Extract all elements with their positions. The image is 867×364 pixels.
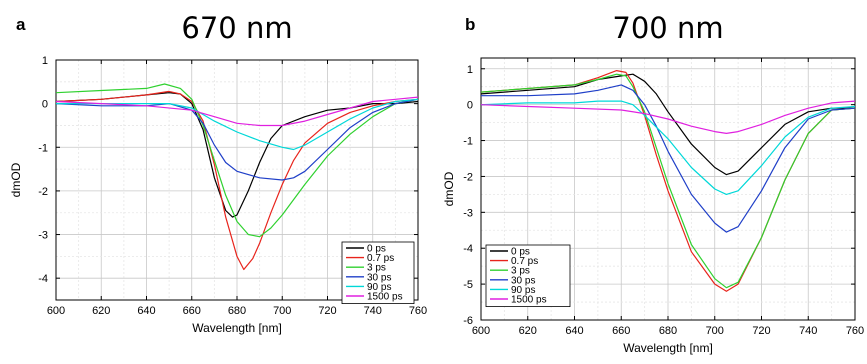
- series-line-30-ps: [481, 84, 855, 233]
- x-tick-label: 660: [183, 305, 201, 317]
- y-tick-label: -2: [38, 186, 48, 198]
- series-line-1500-ps: [481, 100, 855, 134]
- x-tick-label: 600: [47, 305, 65, 317]
- series-line-90-ps: [481, 100, 855, 195]
- y-tick-label: -4: [463, 243, 473, 255]
- x-tick-label: 600: [472, 325, 490, 337]
- series-group: [481, 70, 855, 292]
- y-tick-label: 0: [42, 99, 48, 111]
- legend-box: [485, 244, 571, 307]
- legend-entry: 0 ps: [367, 244, 386, 255]
- legend-entry: 0 ps: [511, 247, 530, 258]
- x-tick-label: 760: [409, 305, 427, 317]
- series-line-90-ps: [56, 98, 418, 151]
- y-tick-label: 1: [42, 55, 48, 67]
- x-tick-label: 720: [318, 305, 336, 317]
- legend-box: [341, 241, 415, 304]
- legend-entry: 90 ps: [367, 282, 391, 293]
- x-tick-label: 760: [846, 325, 864, 337]
- x-axis-label: Wavelength [nm]: [623, 341, 713, 355]
- y-tick-label: -5: [463, 279, 473, 291]
- series-line-1500-ps: [56, 96, 418, 127]
- x-tick-label: 700: [706, 325, 724, 337]
- x-tick-label: 740: [364, 305, 382, 317]
- x-tick-label: 620: [519, 325, 537, 337]
- y-tick-label: 1: [467, 64, 473, 76]
- x-tick-label: 660: [612, 325, 630, 337]
- series-group: [56, 83, 418, 271]
- y-tick-label: -4: [38, 273, 48, 285]
- series-line-0-7-ps: [56, 90, 418, 271]
- legend-entry: 3 ps: [367, 263, 386, 274]
- x-tick-label: 620: [92, 305, 110, 317]
- x-tick-label: 720: [752, 325, 770, 337]
- y-tick-label: -1: [38, 142, 48, 154]
- legend-entry: 30 ps: [511, 275, 535, 286]
- y-tick-label: -2: [463, 171, 473, 183]
- legend-entry: 1500 ps: [511, 295, 547, 306]
- legend-entry: 3 ps: [511, 266, 530, 277]
- legend-entry: 0.7 ps: [367, 253, 394, 264]
- x-tick-label: 700: [273, 305, 291, 317]
- legend-entry: 0.7 ps: [511, 256, 538, 267]
- chart-title: 700 nm: [612, 11, 723, 45]
- y-tick-label: -3: [463, 207, 473, 219]
- x-tick-label: 680: [659, 325, 677, 337]
- chart-title: 670 nm: [181, 11, 292, 45]
- panel-label: b: [465, 15, 475, 34]
- x-axis-label: Wavelength [nm]: [192, 321, 282, 335]
- chart-panel-a: a 670 nm 600 620 640 660 680 700 720 740 760 -4 -3 -2…: [9, 11, 427, 335]
- legend-entry: 30 ps: [367, 272, 391, 283]
- x-tick-label: 640: [137, 305, 155, 317]
- y-axis-label: dmOD: [9, 162, 23, 197]
- y-tick-label: -6: [463, 315, 473, 327]
- series-line-3-ps: [56, 83, 418, 238]
- legend-entry: 1500 ps: [367, 292, 403, 303]
- series-line-3-ps: [481, 73, 855, 289]
- y-tick-label: -3: [38, 230, 48, 242]
- panel-label: a: [16, 15, 26, 34]
- legend-entry: 90 ps: [511, 285, 535, 296]
- y-tick-label: 0: [467, 100, 473, 112]
- chart-panel-b: b 700 nm 600 620 640 660 680 700 720 740 760 -6 -5 -4…: [442, 11, 864, 355]
- y-tick-label: -1: [463, 136, 473, 148]
- x-tick-label: 740: [799, 325, 817, 337]
- series-line-0-ps: [56, 92, 418, 218]
- x-tick-label: 680: [228, 305, 246, 317]
- y-axis-label: dmOD: [442, 171, 456, 206]
- x-tick-label: 640: [565, 325, 583, 337]
